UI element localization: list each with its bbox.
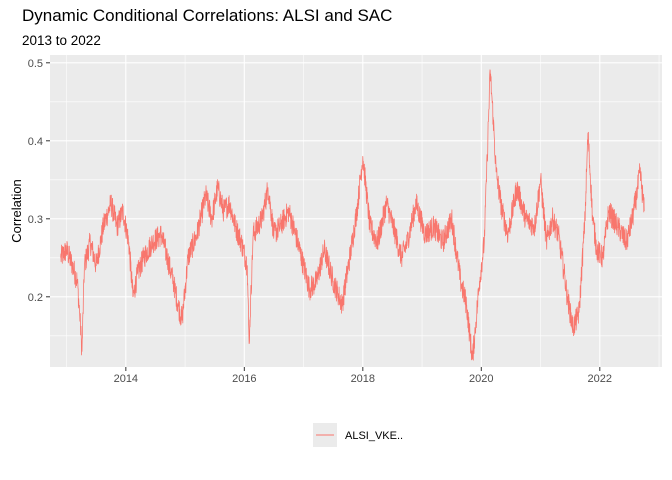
x-tick-label: 2014: [114, 373, 138, 385]
legend[interactable]: ALSI_VKE..: [313, 423, 403, 447]
chart-title: Dynamic Conditional Correlations: ALSI a…: [22, 6, 393, 25]
grid-minor: [50, 55, 662, 367]
series-layer: [60, 69, 645, 361]
x-tick-label: 2020: [469, 373, 493, 385]
legend-label: ALSI_VKE..: [345, 430, 403, 442]
x-tick-label: 2022: [588, 373, 612, 385]
axis-ticks: 2014 2016 2018 2020 2022 0.2 0.3 0.4 0.5: [28, 58, 612, 385]
series-line: [60, 69, 645, 361]
y-tick-label: 0.5: [28, 58, 43, 70]
y-tick-label: 0.2: [28, 292, 43, 304]
y-tick-label: 0.3: [28, 214, 43, 226]
chart-subtitle: 2013 to 2022: [22, 33, 101, 48]
y-tick-label: 0.4: [28, 136, 43, 148]
y-axis-title: Correlation: [9, 179, 24, 243]
x-tick-label: 2016: [232, 373, 256, 385]
x-tick-label: 2018: [351, 373, 375, 385]
